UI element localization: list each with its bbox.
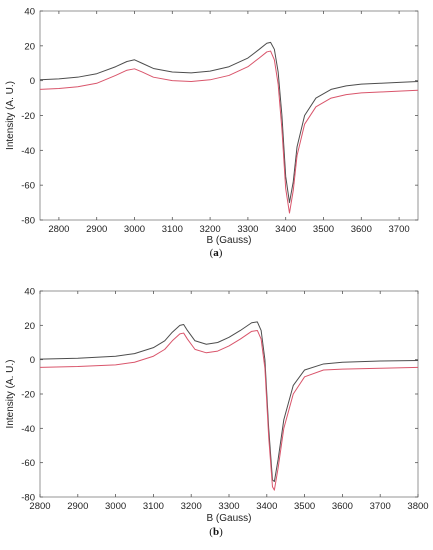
x-tick-label: 2900 <box>86 224 107 235</box>
y-tick-label: 20 <box>24 321 35 332</box>
y-tick-label: -40 <box>21 146 35 157</box>
y-tick-label: -80 <box>21 216 35 227</box>
x-tick-label: 3500 <box>294 501 315 512</box>
x-tick-label: 3000 <box>105 501 126 512</box>
panel-label: (a) <box>210 247 223 259</box>
x-tick-label: 3600 <box>351 224 372 235</box>
y-tick-label: -20 <box>21 111 35 122</box>
panel-label: (b) <box>209 526 223 538</box>
y-axis-label: Intensity (A. U.) <box>5 81 16 150</box>
chart-panel-a: 2800 2900 3000 3100 3200 3300 3400 3500 3600 3700… <box>5 7 419 259</box>
x-tick-label: 3700 <box>389 224 410 235</box>
y-tick-label: 40 <box>24 7 35 18</box>
panel-label-close: ) <box>219 526 223 538</box>
plot-area <box>39 290 419 498</box>
y-tick-label: 0 <box>30 355 35 366</box>
y-tick-label: -60 <box>21 458 35 469</box>
y-tick-label: -20 <box>21 390 35 401</box>
panel-label-open: ( <box>210 247 214 259</box>
series-line-1 <box>39 41 419 204</box>
x-tick-label: 3800 <box>407 501 428 512</box>
x-tick-label: 3600 <box>332 501 353 512</box>
x-tick-label: 3200 <box>181 501 202 512</box>
series-line-1 <box>39 321 419 483</box>
x-tick-label: 3300 <box>218 501 239 512</box>
x-tick-label: 3700 <box>370 501 391 512</box>
x-tick-label: 2900 <box>67 501 88 512</box>
x-axis-label: B (Gauss) <box>206 513 251 524</box>
y-tick-label: 40 <box>24 287 35 298</box>
panel-label-letter: b <box>213 526 219 538</box>
x-tick-label: 3200 <box>200 224 221 235</box>
chart-panel-b: 2800 2900 3000 3100 3200 3300 3400 3500 3600 3700… <box>5 287 429 539</box>
y-tick-label: 20 <box>24 41 35 52</box>
panel-label-open: ( <box>209 526 213 538</box>
x-tick-label: 3500 <box>313 224 334 235</box>
y-tick-label: -60 <box>21 181 35 192</box>
series-line-2 <box>39 50 419 214</box>
y-tick-label: 0 <box>30 76 35 87</box>
x-tick-label: 3000 <box>124 224 145 235</box>
x-axis-label: B (Gauss) <box>206 235 251 246</box>
panel-label-letter: a <box>213 247 219 259</box>
y-tick-label: -40 <box>21 424 35 435</box>
y-tick-label: -80 <box>21 493 35 504</box>
x-tick-label: 3100 <box>143 501 164 512</box>
x-tick-label: 2800 <box>48 224 69 235</box>
x-tick-label: 3400 <box>275 224 296 235</box>
x-tick-label: 3300 <box>237 224 258 235</box>
panel-label-close: ) <box>219 247 223 259</box>
x-tick-label: 3100 <box>162 224 183 235</box>
x-tick-label: 3400 <box>256 501 277 512</box>
x-tick-label: 2800 <box>29 501 50 512</box>
plot-area <box>39 10 419 221</box>
y-axis-label: Intensity (A. U.) <box>5 360 16 429</box>
series-line-2 <box>39 329 419 491</box>
